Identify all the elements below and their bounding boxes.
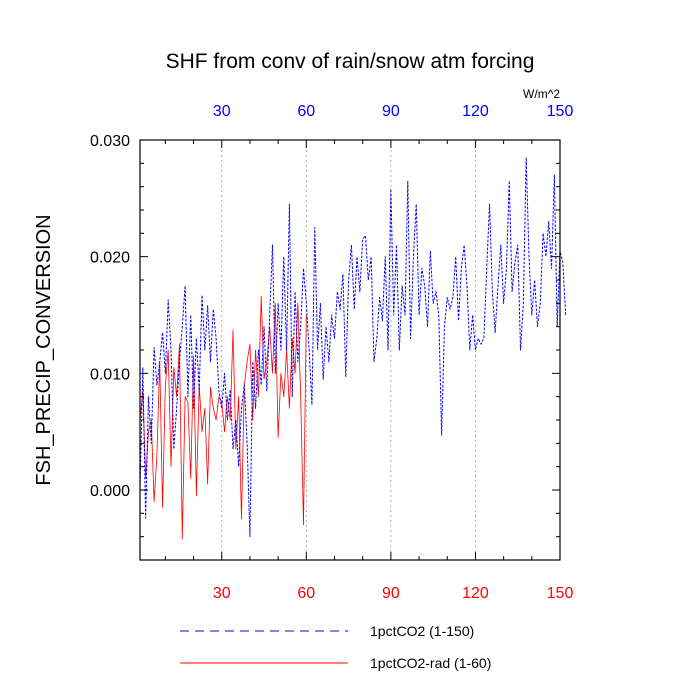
series-line-1pctco2-rad: [139, 295, 307, 540]
legend-label-1pctco2-rad: 1pctCO2-rad (1-60): [370, 655, 491, 671]
x-tick-label-bottom-90: 90: [382, 585, 400, 602]
units-label: W/m^2: [523, 87, 560, 101]
x-tick-label-top-120: 120: [462, 103, 489, 120]
chart-title: SHF from conv of rain/snow atm forcing: [166, 50, 535, 73]
series-line-1pctco2: [139, 157, 567, 538]
y-tick-label: 0.000: [90, 483, 130, 500]
x-tick-label-bottom-60: 60: [297, 585, 315, 602]
x-tick-label-bottom-30: 30: [213, 585, 231, 602]
x-tick-label-top-150: 150: [547, 103, 574, 120]
x-tick-label-top-60: 60: [297, 103, 315, 120]
axes: 30 30 60 60 90 90 120 120 150 150 0.000 0.010 0.020 0…: [90, 103, 573, 602]
y-axis-label: FSH_PRECIP_CONVERSION: [33, 214, 55, 485]
x-tick-label-top-30: 30: [213, 103, 231, 120]
legend-label-1pctco2: 1pctCO2 (1-150): [370, 623, 474, 639]
y-tick-label: 0.030: [90, 133, 130, 150]
y-tick-label: 0.020: [90, 250, 130, 267]
legend: 1pctCO2 (1-150) 1pctCO2-rad (1-60): [180, 623, 491, 671]
x-tick-label-top-90: 90: [382, 103, 400, 120]
plot-frame: [139, 139, 561, 561]
y-tick-label: 0.010: [90, 366, 130, 383]
x-tick-label-bottom-150: 150: [547, 585, 574, 602]
series-layer: [139, 157, 567, 540]
x-tick-label-bottom-120: 120: [462, 585, 489, 602]
